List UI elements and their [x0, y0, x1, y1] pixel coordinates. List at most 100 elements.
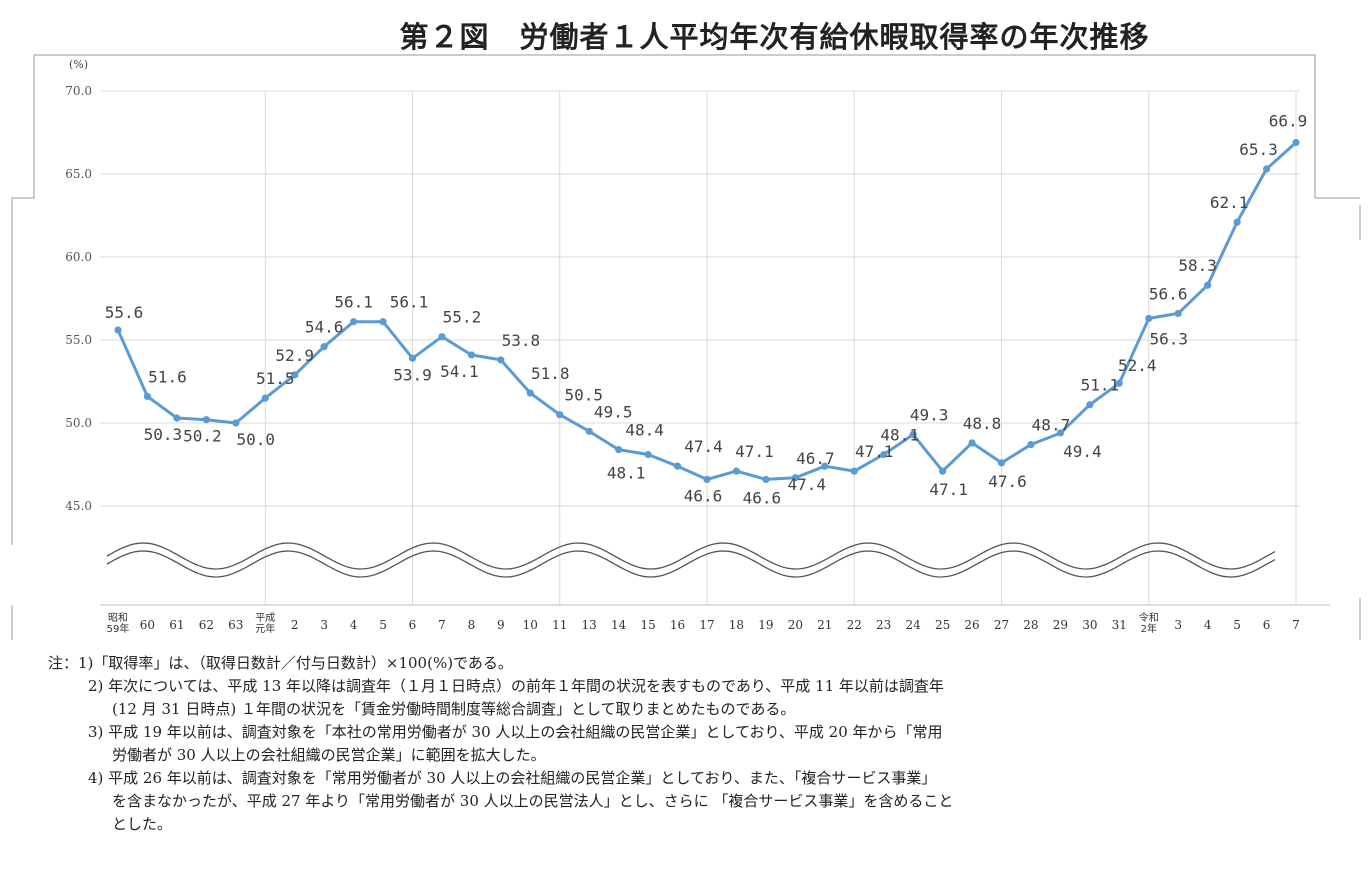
data-label: 54.6 [305, 318, 344, 337]
data-label: 54.1 [440, 362, 479, 381]
data-point [821, 462, 829, 470]
data-label: 50.5 [564, 386, 603, 405]
footnote-line: を含まなかったが、平成 27 年より「常用労働者が 30 人以上の民営法人」とし… [112, 792, 954, 810]
x-tick-label: 2年 [1141, 622, 1157, 635]
data-point [615, 445, 623, 454]
y-tick-label: 70.0 [65, 84, 92, 98]
data-label: 58.3 [1178, 256, 1217, 275]
data-label: 48.1 [880, 426, 919, 445]
data-label: 48.4 [625, 421, 664, 440]
data-point [1204, 281, 1212, 289]
x-tick-label: 17 [699, 618, 714, 632]
x-tick-label: 10 [523, 618, 538, 632]
data-points [114, 138, 1300, 484]
data-labels: 55.6 51.6 50.3 50.2 50.0 51.5 52.9 54.6 56.1 56.1… [105, 111, 1308, 507]
data-point [1292, 138, 1300, 147]
x-tick-label: 4 [1204, 618, 1212, 632]
x-tick-label: 7 [438, 618, 446, 632]
data-label: 49.4 [1063, 442, 1102, 461]
x-tick-label: 22 [847, 618, 862, 632]
x-tick-label: 20 [788, 618, 803, 632]
data-label: 47.4 [684, 437, 723, 456]
x-tick-label: 27 [994, 618, 1009, 632]
x-tick-label: 5 [1233, 618, 1241, 632]
data-label: 62.1 [1210, 193, 1249, 212]
x-tick-era: 平成 [255, 612, 275, 624]
x-tick-label: 31 [1112, 618, 1127, 632]
footnote-line: 労働者が 30 人以上の会社組織の民営企業」に範囲を拡大した。 [112, 746, 546, 764]
footnote-line: とした。 [112, 815, 173, 833]
data-label: 50.2 [183, 427, 222, 446]
data-point [1174, 309, 1182, 318]
data-point [497, 356, 505, 364]
x-tick-label: 3 [320, 618, 328, 632]
data-point [143, 392, 152, 401]
footnote-line: (12 月 31 日時点) １年間の状況を「賃金労働時間制度等総合調査」として取… [112, 700, 796, 718]
data-point [850, 467, 858, 475]
x-tick-label: 元年 [255, 622, 275, 635]
x-tick-label: 24 [906, 618, 922, 632]
x-tick-label: 16 [670, 618, 685, 632]
x-tick-label: 25 [935, 618, 950, 632]
data-point [703, 475, 711, 484]
data-label: 56.1 [390, 293, 429, 312]
x-tick-label: 3 [1174, 618, 1182, 632]
data-label: 53.9 [393, 365, 432, 384]
frame-left [11, 55, 35, 545]
data-label: 55.6 [105, 303, 144, 322]
data-label: 55.2 [443, 308, 482, 327]
data-point [968, 439, 976, 447]
data-point [791, 474, 799, 482]
data-label: 49.3 [910, 406, 949, 425]
data-point [379, 318, 387, 326]
x-tick-label: 13 [582, 618, 597, 632]
data-label: 49.5 [594, 402, 633, 421]
data-label: 46.6 [743, 488, 782, 507]
data-point [291, 371, 299, 379]
data-label: 50.3 [144, 425, 183, 444]
footnote-line: 2) 年次については、平成 13 年以降は調査年（１月１日時点）の前年１年間の状… [88, 677, 944, 695]
chart-frame [11, 54, 1361, 640]
data-label: 56.1 [334, 293, 373, 312]
data-point [1145, 314, 1153, 323]
data-label: 51.8 [531, 364, 570, 383]
data-label: 66.9 [1269, 111, 1308, 130]
frame-top-right [34, 54, 1360, 199]
x-tick-label: 7 [1292, 618, 1300, 632]
data-point [556, 411, 564, 419]
data-point [467, 351, 475, 359]
data-label: 53.8 [502, 331, 541, 350]
y-axis: 45.0 50.0 55.0 60.0 65.0 70.0 (%) [65, 58, 92, 513]
y-tick-label: 50.0 [65, 416, 92, 430]
footnote-line: 3) 平成 19 年以前は、調査対象を「本社の常用労働者が 30 人以上の会社組… [88, 723, 943, 741]
data-point [261, 394, 269, 402]
data-label: 47.6 [988, 472, 1027, 491]
data-label: 47.4 [788, 475, 827, 494]
data-point [1027, 440, 1035, 449]
data-point [320, 343, 328, 351]
data-label: 51.6 [148, 367, 187, 386]
x-tick-label: 21 [817, 618, 832, 632]
x-tick-label: 61 [169, 618, 184, 632]
chart-title: 第２図 労働者１人平均年次有給休暇取得率の年次推移 [399, 20, 1150, 54]
x-tick-label: 14 [611, 618, 627, 632]
data-point [232, 419, 240, 427]
x-tick-label: 8 [468, 618, 476, 632]
x-tick-label: 23 [876, 618, 891, 632]
data-point [1115, 379, 1123, 387]
data-label: 56.6 [1149, 284, 1188, 303]
data-point [173, 414, 181, 422]
data-point [1233, 218, 1241, 226]
data-label: 46.7 [796, 449, 835, 468]
footnote-line: 4) 平成 26 年以前は、調査対象を「常用労働者が 30 人以上の会社組織の民… [88, 769, 937, 787]
y-tick-label: 45.0 [65, 499, 92, 513]
data-label: 50.0 [237, 430, 276, 449]
x-tick-label: 30 [1082, 618, 1097, 632]
y-tick-label: 60.0 [65, 250, 92, 264]
data-point [1056, 429, 1064, 437]
data-point [585, 427, 593, 435]
x-tick-label: 62 [199, 618, 214, 632]
data-point [408, 354, 417, 362]
footnotes: 注：1)「取得率」は、（取得日数計／付与日数計）×100(%)である。 2) 年次… [48, 652, 1348, 836]
x-tick-label: 28 [1023, 618, 1038, 632]
